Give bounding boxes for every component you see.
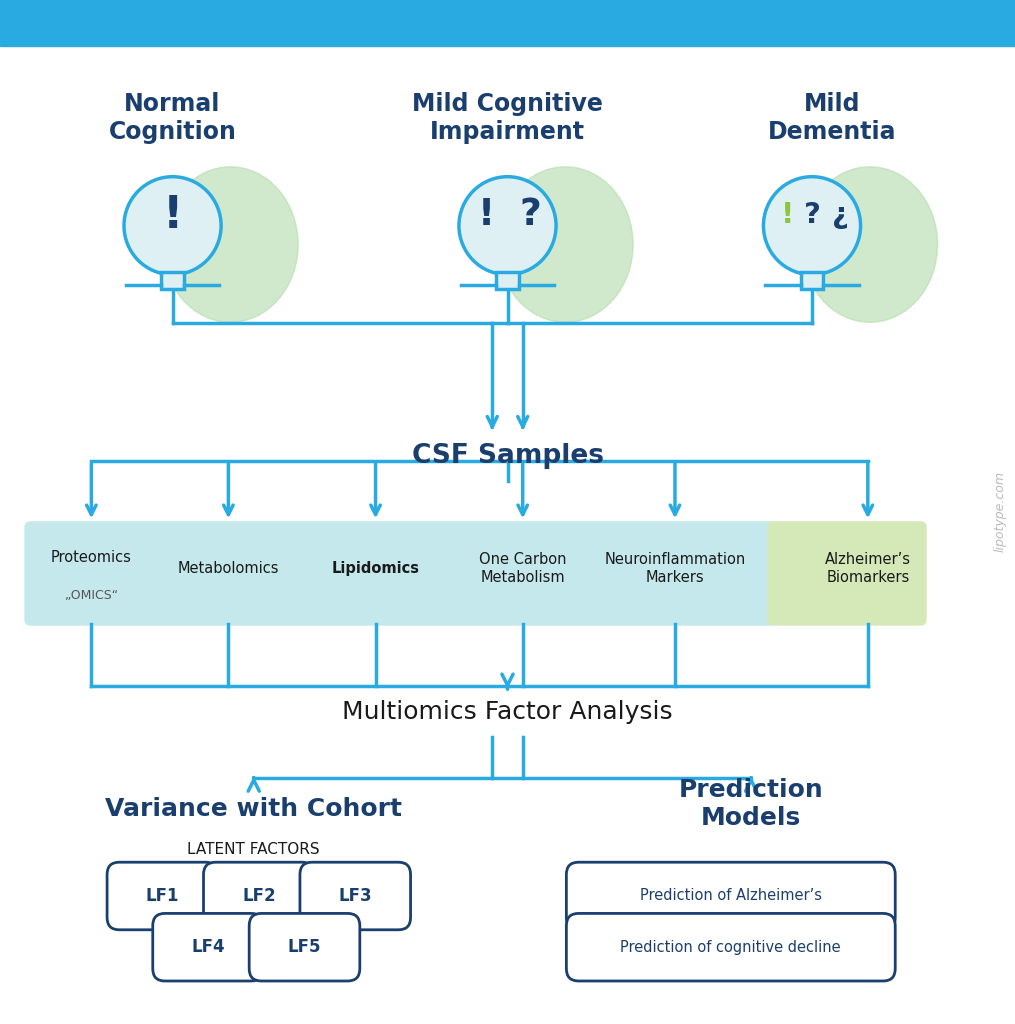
Text: Variance with Cohort: Variance with Cohort: [106, 797, 402, 821]
FancyBboxPatch shape: [496, 271, 519, 289]
Text: Prediction of Alzheimer’s: Prediction of Alzheimer’s: [639, 889, 822, 903]
Circle shape: [763, 177, 861, 274]
Text: LF3: LF3: [338, 887, 373, 905]
Text: Prediction
Models: Prediction Models: [679, 778, 823, 829]
FancyBboxPatch shape: [108, 862, 218, 930]
Text: Mild
Dementia: Mild Dementia: [768, 92, 896, 143]
Text: CSF Samples: CSF Samples: [411, 442, 604, 469]
Text: Normal
Cognition: Normal Cognition: [109, 92, 236, 143]
Text: „OMICS“: „OMICS“: [65, 590, 118, 602]
Text: Neuroinflammation
Markers: Neuroinflammation Markers: [604, 552, 746, 585]
Circle shape: [124, 177, 221, 274]
Text: lipotype.com: lipotype.com: [994, 471, 1006, 553]
FancyBboxPatch shape: [161, 271, 184, 289]
Text: LF1: LF1: [145, 887, 180, 905]
Text: Proteomics: Proteomics: [51, 550, 132, 564]
FancyBboxPatch shape: [566, 862, 895, 930]
Text: LF2: LF2: [242, 887, 276, 905]
Text: Multiomics Factor Analysis: Multiomics Factor Analysis: [342, 699, 673, 724]
Text: LF4: LF4: [191, 938, 225, 956]
FancyBboxPatch shape: [152, 913, 263, 981]
FancyBboxPatch shape: [300, 862, 410, 930]
Ellipse shape: [802, 167, 938, 323]
Text: Mild Cognitive
Impairment: Mild Cognitive Impairment: [412, 92, 603, 143]
FancyBboxPatch shape: [203, 862, 314, 930]
Text: Metabolomics: Metabolomics: [178, 561, 279, 575]
Text: ?: ?: [804, 201, 820, 229]
Text: !: !: [782, 201, 795, 229]
Text: LATENT FACTORS: LATENT FACTORS: [188, 843, 320, 857]
FancyBboxPatch shape: [801, 271, 823, 289]
FancyBboxPatch shape: [24, 521, 777, 626]
Text: !: !: [162, 194, 183, 237]
Text: !: !: [478, 197, 495, 233]
Text: ¿: ¿: [832, 201, 850, 229]
Ellipse shape: [162, 167, 298, 323]
Text: Alzheimer’s
Biomarkers: Alzheimer’s Biomarkers: [825, 552, 910, 585]
Text: Lipidomics: Lipidomics: [332, 561, 419, 575]
Text: One Carbon
Metabolism: One Carbon Metabolism: [479, 552, 566, 585]
Text: ?: ?: [520, 197, 541, 233]
FancyBboxPatch shape: [767, 521, 927, 626]
FancyBboxPatch shape: [250, 913, 360, 981]
FancyBboxPatch shape: [566, 913, 895, 981]
Bar: [0, 0, 1015, 46]
Text: LF5: LF5: [287, 938, 322, 956]
Circle shape: [459, 177, 556, 274]
Ellipse shape: [497, 167, 633, 323]
Text: Prediction of cognitive decline: Prediction of cognitive decline: [620, 940, 841, 954]
